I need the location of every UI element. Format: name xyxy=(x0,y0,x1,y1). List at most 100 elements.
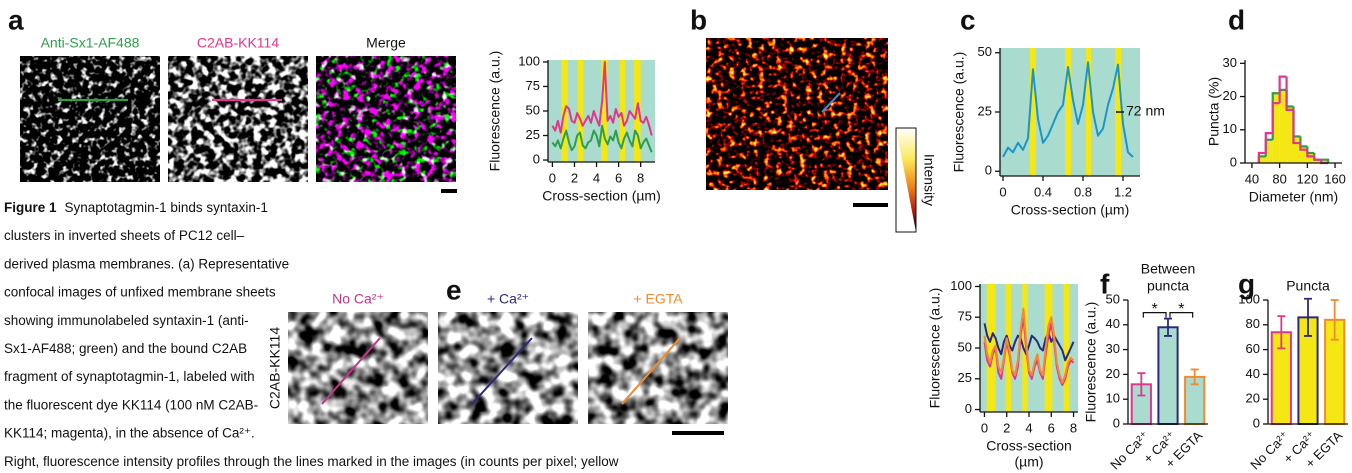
line-series xyxy=(551,61,653,136)
y-axis-label: Fluorescence (a.u.) xyxy=(927,288,943,409)
histogram-fill xyxy=(1272,93,1280,163)
caption-text: Synaptotagmin-1 binds syntaxin-1 xyxy=(65,200,268,215)
histogram-step xyxy=(1271,102,1280,134)
y-tick-label: 0 xyxy=(1230,154,1237,169)
micrograph xyxy=(706,38,888,190)
caption-line: KK114; magenta), in the absence of Ca²⁺. xyxy=(4,426,255,441)
histogram-fill xyxy=(1321,159,1329,163)
y-tick-label: 50 xyxy=(526,102,540,117)
x-axis-label: (µm) xyxy=(1014,454,1043,470)
y-tick-label: 25 xyxy=(978,103,992,118)
micrograph xyxy=(288,312,428,424)
image-label: No Ca²⁺ xyxy=(332,291,384,307)
y-tick-label: 0 xyxy=(985,163,992,178)
error-bar xyxy=(1190,368,1199,386)
significance-mark: * xyxy=(1178,301,1184,318)
x-axis-label: Cross-section (µm) xyxy=(1011,202,1130,218)
histogram-fill xyxy=(1314,159,1322,163)
error-bar xyxy=(1277,315,1286,350)
y-tick-label: 100 xyxy=(1238,291,1260,306)
profile-line xyxy=(471,337,533,405)
panel-letter: c xyxy=(960,4,976,35)
panel-letter: a xyxy=(8,4,24,35)
x-tick-label: 2 xyxy=(1003,420,1010,435)
histogram-fill xyxy=(1300,146,1308,163)
profile-line xyxy=(621,337,681,405)
error-bar xyxy=(1330,299,1339,341)
highlight-band xyxy=(600,60,608,162)
y-tick-label: 50 xyxy=(1106,291,1120,306)
y-tick-label: 75 xyxy=(526,78,540,93)
y-tick-label: 100 xyxy=(518,53,540,68)
y-tick-label: 30 xyxy=(1223,55,1237,70)
image-label: + EGTA xyxy=(633,291,683,307)
highlight-band xyxy=(619,60,626,162)
profile-line xyxy=(821,92,841,113)
x-axis-label: Cross-section xyxy=(986,438,1072,454)
x-axis-label: Diameter (nm) xyxy=(1249,189,1338,205)
scale-bar xyxy=(853,203,888,207)
panel-letter: g xyxy=(1238,268,1255,299)
x-tick-label: 1.2 xyxy=(1114,184,1132,199)
error-bar xyxy=(1137,372,1146,397)
caption-label: Figure 1 xyxy=(4,200,57,215)
colorbar-label: Intensity xyxy=(921,154,937,206)
x-tick-label: 0 xyxy=(981,420,988,435)
annotation: 72 nm xyxy=(1126,103,1165,119)
x-tick-label: 0.4 xyxy=(1034,184,1052,199)
histogram-step xyxy=(1306,149,1315,158)
error-bar xyxy=(1164,317,1172,337)
panel-letter: b xyxy=(690,4,707,35)
y-tick-label: 30 xyxy=(1106,341,1120,356)
caption-line: Sx1-AF488; green) and the bound C2AB xyxy=(4,341,247,356)
histogram-step xyxy=(1299,143,1308,151)
panel-title: puncta xyxy=(1147,278,1189,294)
highlight-band xyxy=(1030,48,1036,176)
y-tick-label: 20 xyxy=(1246,391,1260,406)
bar xyxy=(1157,326,1179,425)
x-tick-label: 0 xyxy=(999,184,1006,199)
profile-line xyxy=(321,337,381,405)
histogram-step xyxy=(1292,109,1301,145)
highlight-band xyxy=(1022,284,1028,412)
y-tick-label: 0 xyxy=(965,401,972,416)
colorbar xyxy=(896,128,916,232)
image-label: C2AB-KK114 xyxy=(197,35,279,51)
x-tick-label: 6 xyxy=(1048,420,1055,435)
y-axis-label: Fluorescence (a.u.) xyxy=(487,51,503,172)
highlight-band xyxy=(577,60,584,162)
y-tick-label: 20 xyxy=(1106,366,1120,381)
y-tick-label: 0 xyxy=(533,151,540,166)
image-label: + Ca²⁺ xyxy=(487,291,529,307)
panel-letter: f xyxy=(1100,268,1110,299)
x-tick-label: 0 xyxy=(549,170,556,185)
x-axis-label: Cross-section (µm) xyxy=(542,188,661,204)
histogram-step xyxy=(1313,156,1322,161)
histogram-fill xyxy=(1293,136,1301,163)
y-tick-label: 50 xyxy=(978,44,992,59)
significance-bracket xyxy=(1169,312,1194,318)
micrograph xyxy=(316,56,456,182)
y-tick-label: 50 xyxy=(958,339,972,354)
caption-line: clusters in inverted sheets of PC12 cell… xyxy=(4,228,245,243)
panel-title: Puncta xyxy=(1286,278,1330,294)
line-series xyxy=(983,307,1075,384)
significance-mark: * xyxy=(1152,301,1158,318)
y-tick-label: 25 xyxy=(958,370,972,385)
y-tick-label: 10 xyxy=(1223,121,1237,136)
y-tick-label: 100 xyxy=(950,278,972,293)
caption: Figure 1 Synaptotagmin-1 binds syntaxin-1… xyxy=(4,200,619,469)
histogram-fill xyxy=(1279,89,1287,163)
histogram-step xyxy=(1321,158,1330,163)
x-tick-label: 6 xyxy=(615,170,622,185)
y-tick-label: 40 xyxy=(1246,366,1260,381)
panel-letter: e xyxy=(446,274,462,305)
y-tick-label: 80 xyxy=(1246,316,1260,331)
micrograph xyxy=(588,312,728,424)
histogram-fill xyxy=(1258,156,1266,163)
histogram-step xyxy=(1285,76,1294,111)
y-tick-label: 0 xyxy=(1113,415,1120,430)
highlight-band xyxy=(1044,284,1053,412)
